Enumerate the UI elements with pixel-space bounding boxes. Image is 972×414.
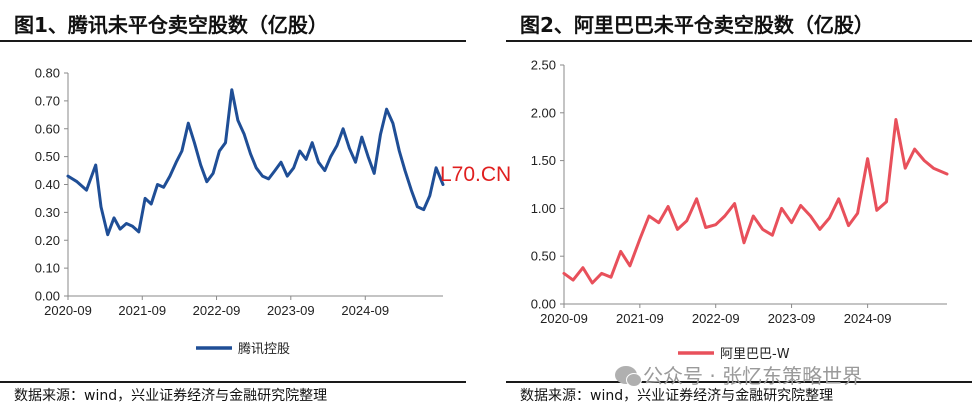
x-tick-label: 2023-09 (267, 303, 315, 318)
watermark-text: 公众号 · 张忆东策略世界 (643, 364, 863, 388)
x-tick-label: 2022-09 (692, 311, 740, 326)
legend-label: 腾讯控股 (238, 341, 290, 357)
site-stamp: L70.CN (440, 163, 512, 186)
series-line (562, 118, 949, 285)
y-tick-label: 0.40 (35, 177, 60, 192)
legend-label: 阿里巴巴-W (720, 347, 790, 362)
x-tick-label: 2021-09 (616, 311, 664, 326)
y-tick-label: 0.80 (35, 66, 60, 81)
source-rule (506, 381, 972, 383)
y-tick-label: 0.00 (35, 289, 60, 304)
title-rule (0, 40, 466, 42)
y-tick-label: 0.10 (35, 261, 60, 276)
x-tick-label: 2022-09 (193, 303, 241, 318)
y-tick-label: 1.50 (531, 153, 556, 168)
x-tick-label: 2024-09 (844, 311, 892, 326)
x-tick-label: 2020-09 (44, 303, 92, 318)
series-line (66, 88, 445, 237)
y-tick-label: 2.50 (531, 58, 556, 73)
figure-title: 图1、腾讯未平仓卖空股数（亿股） (14, 13, 328, 37)
data-source-note: 数据来源：wind，兴业证券经济与金融研究院整理 (520, 388, 834, 404)
y-tick-label: 2.00 (531, 105, 556, 120)
figure-panel-alibaba: 图2、阿里巴巴未平仓卖空股数（亿股） 0.00 0.50 1.00 1.50 2.00 2… (506, 0, 972, 414)
y-tick-label: 0.50 (35, 149, 60, 164)
figure-title: 图2、阿里巴巴未平仓卖空股数（亿股） (520, 13, 874, 37)
title-rule (506, 40, 972, 42)
wechat-watermark: 公众号 · 张忆东策略世界 (615, 360, 862, 389)
figure-panel-tencent: 图1、腾讯未平仓卖空股数（亿股） 0.00 0.10 0.20 0.30 0.40 0.5… (0, 0, 466, 414)
source-rule (0, 381, 466, 383)
x-tick-label: 2023-09 (768, 311, 816, 326)
y-tick-label: 0.60 (35, 121, 60, 136)
y-tick-label: 0.20 (35, 233, 60, 248)
y-tick-label: 1.00 (531, 201, 556, 216)
x-tick-label: 2024-09 (341, 303, 389, 318)
y-tick-label: 0.00 (531, 297, 556, 312)
y-tick-label: 0.30 (35, 205, 60, 220)
x-tick-label: 2021-09 (118, 303, 166, 318)
alibaba-line-chart: 0.00 0.50 1.00 1.50 2.00 2.50 2020-09 2021-09 20… (531, 58, 949, 362)
tencent-line-chart: 0.00 0.10 0.20 0.30 0.40 0.50 0.60 0.70 0.80 2020… (35, 66, 445, 357)
wechat-icon (615, 365, 642, 387)
y-tick-label: 0.70 (35, 93, 60, 108)
x-tick-label: 2020-09 (540, 311, 588, 326)
y-tick-label: 0.50 (531, 249, 556, 264)
data-source-note: 数据来源：wind，兴业证券经济与金融研究院整理 (14, 388, 328, 404)
